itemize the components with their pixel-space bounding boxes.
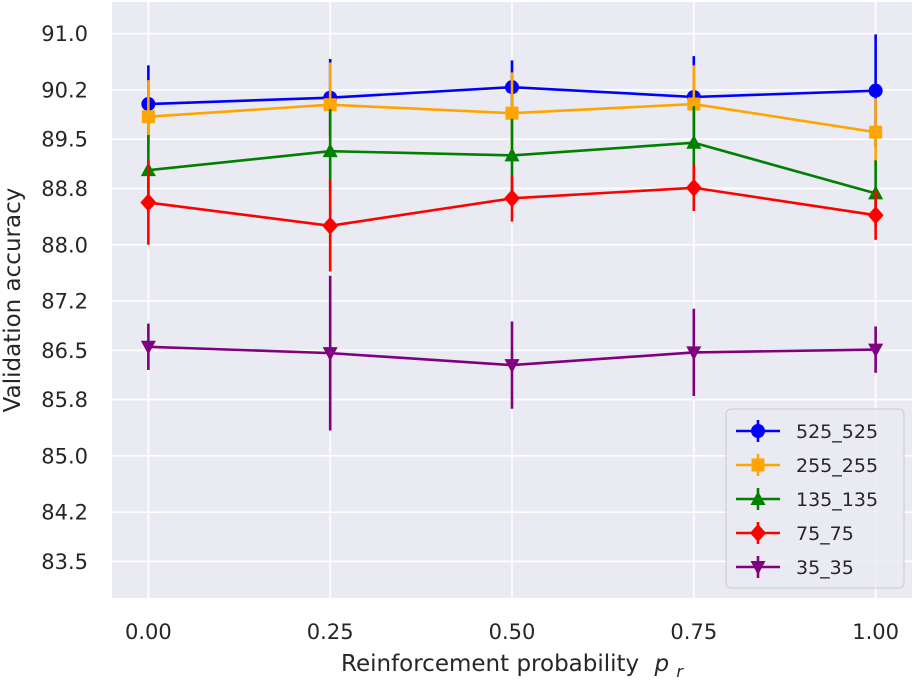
x-axis-label-math: p — [653, 651, 669, 677]
series-35_35 — [140, 275, 884, 431]
legend-marker — [751, 424, 765, 438]
x-axis-label: Reinforcement probability p r — [341, 651, 684, 680]
data-point — [504, 147, 520, 162]
y-tick-label: 89.5 — [41, 128, 88, 152]
y-tick-label: 85.0 — [41, 444, 88, 468]
x-tick-label: 0.00 — [125, 620, 172, 644]
y-axis-ticks: 83.5 84.2 85.0 85.8 86.5 87.2 88.0 88.8 89.5 90.2… — [41, 22, 88, 574]
y-tick-label: 88.8 — [41, 177, 88, 201]
x-tick-label: 1.00 — [852, 620, 899, 644]
data-point — [505, 106, 519, 120]
data-point — [140, 340, 156, 355]
data-point — [869, 125, 883, 139]
data-point — [322, 143, 338, 158]
y-tick-label: 90.2 — [41, 78, 88, 102]
y-tick-label: 83.5 — [41, 550, 88, 574]
y-tick-label: 85.8 — [41, 388, 88, 412]
data-point — [322, 347, 338, 362]
legend-label: 525_525 — [796, 421, 878, 443]
legend-label: 135_135 — [796, 489, 878, 511]
legend-label: 75_75 — [796, 523, 854, 545]
data-point — [868, 83, 883, 98]
data-point — [685, 178, 702, 197]
legend-marker — [750, 524, 766, 542]
y-axis-label: Validation accuracy — [0, 188, 26, 413]
data-point — [322, 216, 339, 235]
x-tick-label: 0.25 — [307, 620, 354, 644]
legend-label: 255_255 — [796, 455, 878, 477]
legend-item: 75_75 — [736, 522, 854, 545]
data-point — [141, 110, 155, 124]
series-layer — [140, 34, 884, 431]
legend-marker — [751, 458, 765, 472]
y-tick-label: 86.5 — [41, 339, 88, 363]
legend-item: 255_255 — [736, 454, 878, 477]
legend: 525_525 255_255 135_135 75_75 35_35 — [725, 408, 905, 589]
legend-item: 525_525 — [736, 420, 878, 443]
legend-marker — [750, 491, 766, 505]
data-point — [867, 206, 884, 225]
data-point — [504, 189, 520, 208]
y-tick-label: 84.2 — [41, 501, 88, 525]
x-axis-label-subscript: r — [676, 662, 684, 680]
data-point — [504, 359, 520, 374]
x-axis-ticks: 0.00 0.25 0.50 0.75 1.00 — [125, 620, 899, 644]
data-point — [687, 97, 701, 111]
series-75_75 — [140, 160, 884, 272]
x-axis-label-text: Reinforcement probability — [341, 651, 639, 677]
data-point — [868, 343, 884, 358]
legend-label: 35_35 — [796, 557, 854, 579]
legend-marker — [750, 561, 766, 575]
y-tick-label: 88.0 — [41, 233, 88, 257]
x-tick-label: 0.75 — [670, 620, 717, 644]
legend-item: 135_135 — [736, 488, 878, 511]
legend-box — [725, 408, 905, 589]
data-point — [140, 193, 157, 212]
y-tick-label: 87.2 — [41, 290, 88, 314]
x-tick-label: 0.50 — [489, 620, 536, 644]
data-point — [323, 98, 337, 112]
data-point — [686, 134, 702, 149]
data-point — [686, 346, 702, 361]
y-tick-label: 91.0 — [41, 22, 88, 46]
legend-item: 35_35 — [736, 556, 854, 579]
